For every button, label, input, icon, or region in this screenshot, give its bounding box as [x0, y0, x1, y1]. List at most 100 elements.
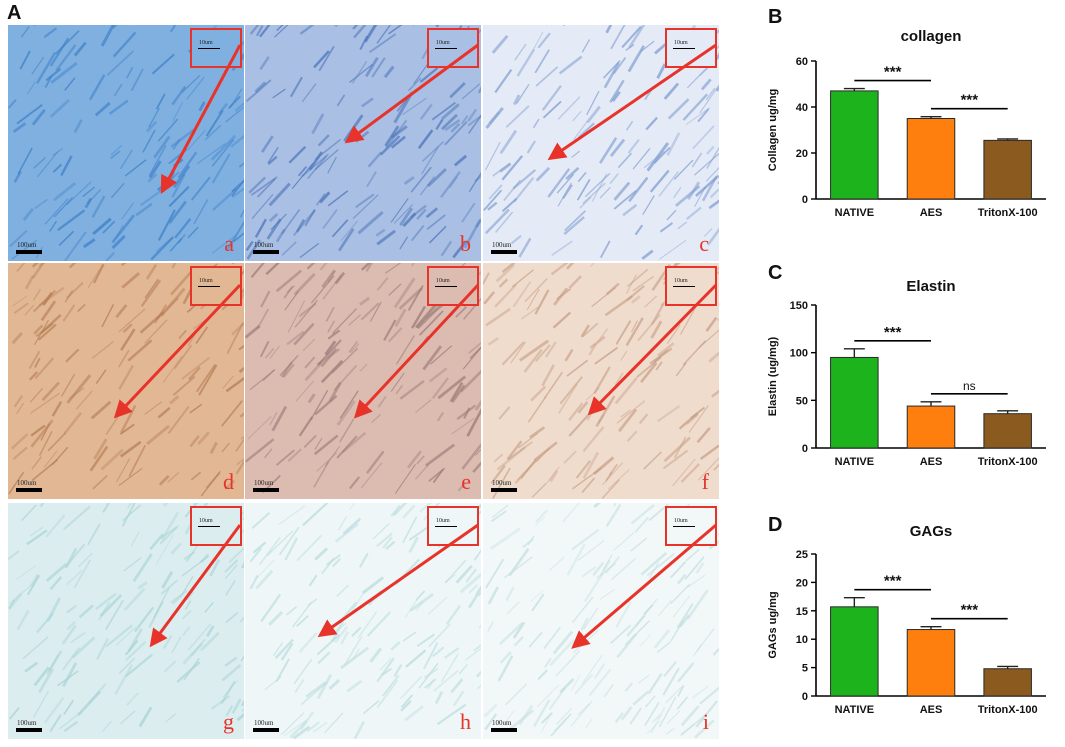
micrograph-label: c	[699, 231, 709, 256]
scale-bar-label: 100um	[17, 241, 37, 249]
micrograph-h: 10um 100um h	[245, 503, 481, 739]
scale-bar	[491, 250, 517, 254]
chart-title: Elastin	[906, 278, 955, 295]
micrograph-i: 10um 100um i	[483, 503, 719, 739]
chart-title: collagen	[901, 28, 962, 45]
collagen-chart: collagen Collagen ug/mg 0 20 40 60 NATIVE AES Tr…	[760, 25, 1060, 230]
y-tick-label: 5	[802, 663, 808, 675]
panel-letter-b: B	[768, 6, 783, 28]
x-tick-label: TritonX-100	[978, 704, 1038, 716]
inset-scale-bar	[673, 286, 695, 287]
inset-scale-label: 10um	[436, 40, 450, 46]
micrograph-label: e	[461, 469, 471, 494]
micrograph-e: 10um 100um e	[245, 263, 481, 499]
y-tick-label: 10	[796, 634, 808, 646]
micrograph-a: 10um 100um a	[8, 25, 244, 261]
gags-chart: GAGs GAGs ug/mg 0 5 10 15 20 25 NATIVE AES TritonX…	[760, 520, 1060, 725]
bar-native	[830, 356, 879, 449]
inset-scale-label: 10um	[674, 518, 688, 524]
scale-bar-label: 100um	[254, 479, 274, 487]
inset-box: 10um	[427, 506, 479, 546]
elastin-chart: Elastin Elastin (ug/mg) 0 50 100 150 NATIVE AES…	[760, 275, 1060, 475]
inset-box: 10um	[427, 266, 479, 306]
y-tick-label: 20	[796, 148, 808, 160]
inset-scale-bar	[435, 48, 457, 49]
y-tick-label: 150	[790, 300, 808, 312]
micrograph-b: 10um 100um b	[245, 25, 481, 261]
bar-aes	[906, 405, 956, 449]
x-tick-label: NATIVE	[835, 207, 875, 219]
y-tick-label: 0	[802, 691, 808, 703]
y-tick-label: 100	[790, 348, 808, 360]
scale-bar-label: 100um	[492, 241, 512, 249]
y-tick-label: 15	[796, 606, 808, 618]
chart-title: GAGs	[910, 523, 953, 540]
panel-letter-a: A	[7, 2, 22, 24]
inset-scale-bar	[435, 286, 457, 287]
inset-scale-label: 10um	[674, 278, 688, 284]
scale-bar	[16, 488, 42, 492]
x-tick-label: AES	[920, 207, 943, 219]
x-tick-label: NATIVE	[835, 704, 875, 716]
significance-label: ***	[884, 64, 902, 81]
bar-aes	[906, 629, 956, 697]
elastin-chart-svg: Elastin Elastin (ug/mg) 0 50 100 150 NATIVE AES…	[767, 278, 1046, 468]
micrograph-f: 10um 100um f	[483, 263, 719, 499]
y-axis-label: Elastin (ug/mg)	[767, 336, 779, 416]
inset-scale-label: 10um	[436, 518, 450, 524]
micrograph-label: d	[223, 469, 234, 494]
panel-letter-c: C	[768, 262, 783, 284]
bar-native	[830, 606, 879, 697]
x-tick-label: NATIVE	[835, 456, 875, 468]
y-axis-label: GAGs ug/mg	[767, 591, 779, 658]
inset-scale-label: 10um	[199, 278, 213, 284]
scale-bar-label: 100um	[17, 719, 37, 727]
inset-scale-label: 10um	[436, 278, 450, 284]
micrograph-label: i	[702, 709, 709, 734]
micrograph-label: a	[224, 231, 234, 256]
scale-bar	[16, 250, 42, 254]
scale-bar	[253, 250, 279, 254]
micrograph-c: 10um 100um c	[483, 25, 719, 261]
micrograph-label: b	[460, 231, 471, 256]
inset-scale-bar	[198, 286, 220, 287]
micrograph-label: h	[460, 709, 471, 734]
bar-tritonx-100	[983, 413, 1032, 449]
inset-box: 10um	[190, 506, 242, 546]
y-tick-label: 60	[796, 56, 808, 68]
micrograph-label: f	[701, 469, 709, 494]
bar-tritonx-100	[983, 139, 1032, 200]
inset-box: 10um	[190, 28, 242, 68]
y-tick-label: 40	[796, 102, 808, 114]
inset-scale-bar	[198, 48, 220, 49]
x-tick-label: TritonX-100	[978, 456, 1038, 468]
inset-box: 10um	[665, 28, 717, 68]
scale-bar-label: 100um	[17, 479, 37, 487]
scale-bar-label: 100um	[492, 479, 512, 487]
inset-scale-bar	[673, 526, 695, 527]
y-tick-label: 20	[796, 577, 808, 589]
x-tick-label: AES	[920, 704, 943, 716]
scale-bar	[491, 488, 517, 492]
gags-chart-svg: GAGs GAGs ug/mg 0 5 10 15 20 25 NATIVE AES TritonX…	[767, 523, 1046, 716]
micrograph-g: 10um 100um g	[8, 503, 244, 739]
inset-scale-bar	[435, 526, 457, 527]
significance-label: ***	[961, 92, 979, 109]
panel-letter-d: D	[768, 514, 783, 536]
bar-tritonx-100	[983, 668, 1032, 697]
scale-bar-label: 100um	[254, 719, 274, 727]
scale-bar-label: 100um	[492, 719, 512, 727]
inset-box: 10um	[665, 506, 717, 546]
y-tick-label: 25	[796, 549, 808, 561]
y-tick-label: 50	[796, 395, 808, 407]
x-tick-label: TritonX-100	[978, 207, 1038, 219]
bar-aes	[906, 118, 956, 200]
scale-bar	[253, 728, 279, 732]
significance-label: ***	[884, 573, 902, 590]
scale-bar-label: 100um	[254, 241, 274, 249]
scale-bar	[491, 728, 517, 732]
inset-scale-label: 10um	[199, 40, 213, 46]
micrograph-label: g	[223, 709, 234, 734]
significance-label: ns	[963, 379, 976, 393]
x-tick-label: AES	[920, 456, 943, 468]
